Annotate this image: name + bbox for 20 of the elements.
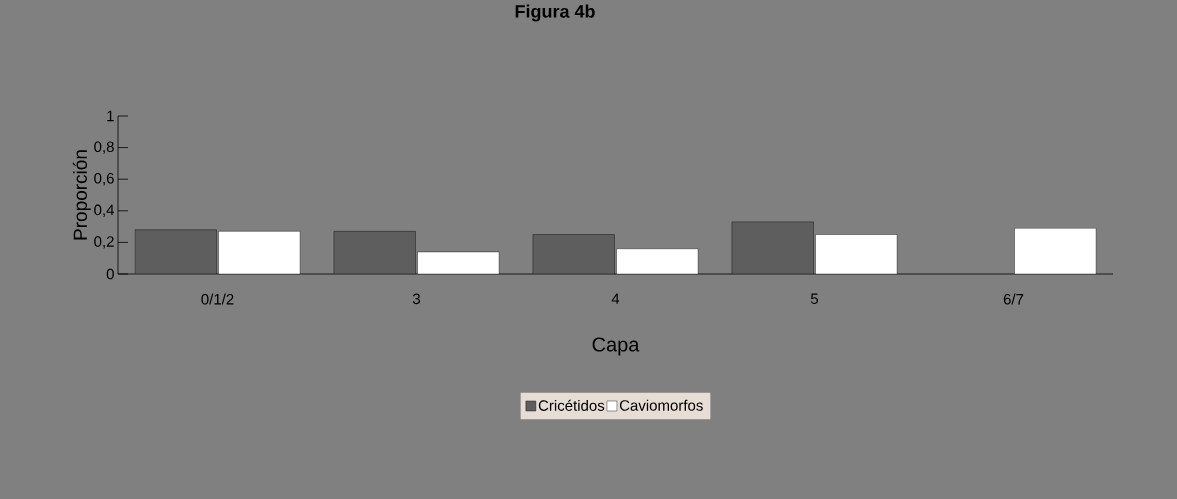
y-tick-label: 0,4 — [94, 204, 115, 217]
y-tick-label: 0,6 — [94, 173, 114, 186]
bar — [333, 231, 416, 274]
legend-label: Caviomorfos — [619, 399, 703, 411]
x-axis-title: Capa — [592, 337, 640, 356]
chart-title: Figura 4b — [515, 4, 595, 22]
x-tick-label: 0/1/2 — [201, 293, 234, 305]
y-axis-title: Proporción — [72, 150, 91, 240]
y-tick-label: 0,8 — [94, 141, 114, 154]
x-tick-label: 4 — [611, 293, 620, 304]
y-tick-label: 0,2 — [94, 236, 114, 249]
x-tick-label: 5 — [810, 293, 819, 304]
legend-label: Cricétidos — [538, 399, 605, 411]
x-tick-label: 6/7 — [1003, 293, 1024, 305]
bar — [731, 221, 814, 274]
bar — [532, 234, 615, 274]
x-tick-label: 3 — [412, 293, 421, 305]
y-tick-label: 1 — [107, 110, 114, 122]
y-tick-label: 0 — [106, 268, 114, 280]
bar — [134, 229, 217, 274]
